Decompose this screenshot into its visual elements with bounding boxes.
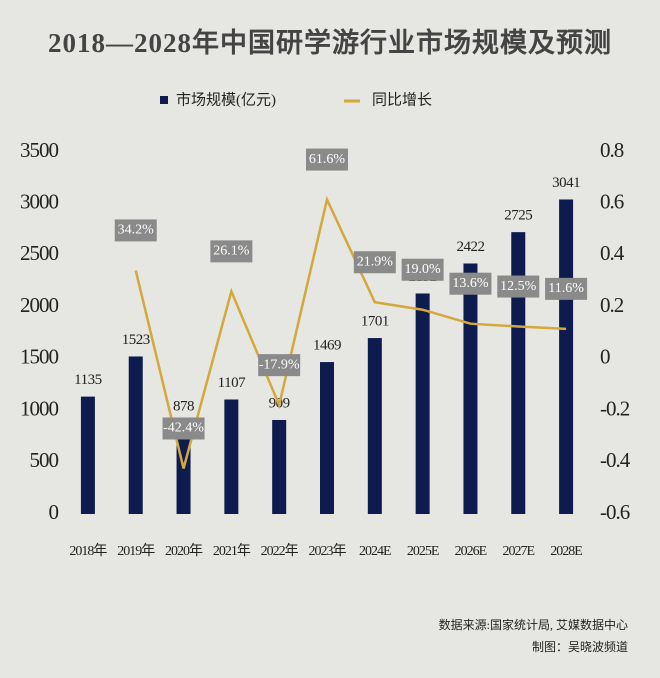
bar: [415, 293, 430, 514]
bar: [128, 356, 143, 514]
y-tick-label: 1000: [20, 396, 59, 420]
bar-value-label: 1523: [122, 332, 150, 348]
growth-label-box: [353, 251, 396, 274]
y-tick-label: 2500: [20, 241, 59, 265]
bar: [511, 232, 526, 514]
growth-label-box: [497, 275, 540, 298]
bar: [320, 362, 334, 514]
y2-tick-label: 0.6: [600, 190, 624, 214]
x-tick-label: 2020年: [165, 543, 203, 559]
y2-tick-label: 0.8: [600, 138, 624, 162]
growth-label: -42.4%: [163, 421, 204, 436]
growth-label: 61.6%: [309, 152, 346, 167]
growth-label: 34.2%: [118, 223, 155, 238]
x-tick-label: 2026E: [455, 544, 487, 559]
source-note: 数据来源:国家统计局, 艾媒数据中心: [439, 617, 628, 632]
y-tick-label: 3500: [20, 138, 59, 162]
x-tick-label: 2027E: [502, 544, 534, 559]
legend-label: 同比增长: [372, 91, 432, 108]
x-tick-label: 2022年: [261, 543, 299, 559]
y2-tick-label: 0.2: [600, 293, 624, 317]
bar-value-label: 1701: [361, 314, 389, 330]
x-tick-label: 2018年: [69, 543, 107, 559]
bar-value-label: 1107: [218, 375, 246, 391]
growth-label: 13.6%: [452, 276, 489, 291]
x-tick-label: 2021年: [213, 543, 251, 559]
credit-note: 制图：吴晓波频道: [532, 640, 628, 654]
legend-label: 市场规模(亿元): [176, 91, 276, 108]
growth-label-box: [210, 240, 253, 263]
bar-value-label: 878: [173, 399, 194, 415]
growth-label-box: [545, 277, 588, 300]
x-tick-label: 2024E: [359, 544, 391, 559]
y-tick-label: 1500: [20, 345, 59, 369]
legend-swatch: [160, 96, 168, 104]
x-tick-label: 2023年: [309, 543, 347, 559]
bar: [367, 338, 382, 514]
bar: [272, 419, 287, 514]
growth-label: 12.5%: [500, 279, 537, 294]
growth-label-box: [401, 258, 444, 281]
growth-label: 21.9%: [357, 254, 394, 269]
bar: [463, 263, 478, 514]
chart-title: 2018—2028年中国研学游行业市场规模及预测: [48, 27, 612, 58]
bar: [80, 396, 95, 514]
y2-tick-label: 0: [600, 345, 610, 369]
growth-label-box: [258, 354, 301, 377]
growth-label: 11.6%: [548, 281, 584, 296]
y-tick-label: 3000: [20, 190, 59, 214]
bar: [559, 199, 574, 515]
growth-label-box: [449, 272, 492, 295]
growth-label: 19.0%: [405, 262, 442, 277]
bar-value-label: 1135: [74, 372, 101, 388]
y2-tick-label: -0.2: [600, 396, 630, 420]
bar-value-label: 2725: [504, 208, 532, 224]
y-tick-label: 2000: [20, 293, 59, 317]
y2-tick-label: -0.4: [600, 448, 631, 472]
bar-value-label: 1469: [313, 338, 341, 354]
growth-label-box: [306, 148, 348, 171]
growth-label-box: [114, 219, 157, 242]
y-tick-label: 0: [49, 500, 59, 524]
growth-label: 26.1%: [213, 244, 250, 259]
y2-tick-label: 0.4: [600, 241, 625, 265]
y-tick-label: 500: [30, 448, 59, 472]
bar-value-label: 2422: [456, 239, 484, 255]
bar: [224, 399, 239, 514]
growth-label: -17.9%: [259, 357, 300, 372]
x-tick-label: 2019年: [117, 543, 155, 559]
x-tick-label: 2025E: [407, 544, 439, 559]
bar-value-label: 3041: [552, 175, 580, 191]
x-tick-label: 2028E: [550, 544, 582, 559]
growth-line: [134, 195, 567, 469]
y2-tick-label: -0.6: [600, 500, 630, 524]
growth-label-box: [162, 417, 205, 440]
